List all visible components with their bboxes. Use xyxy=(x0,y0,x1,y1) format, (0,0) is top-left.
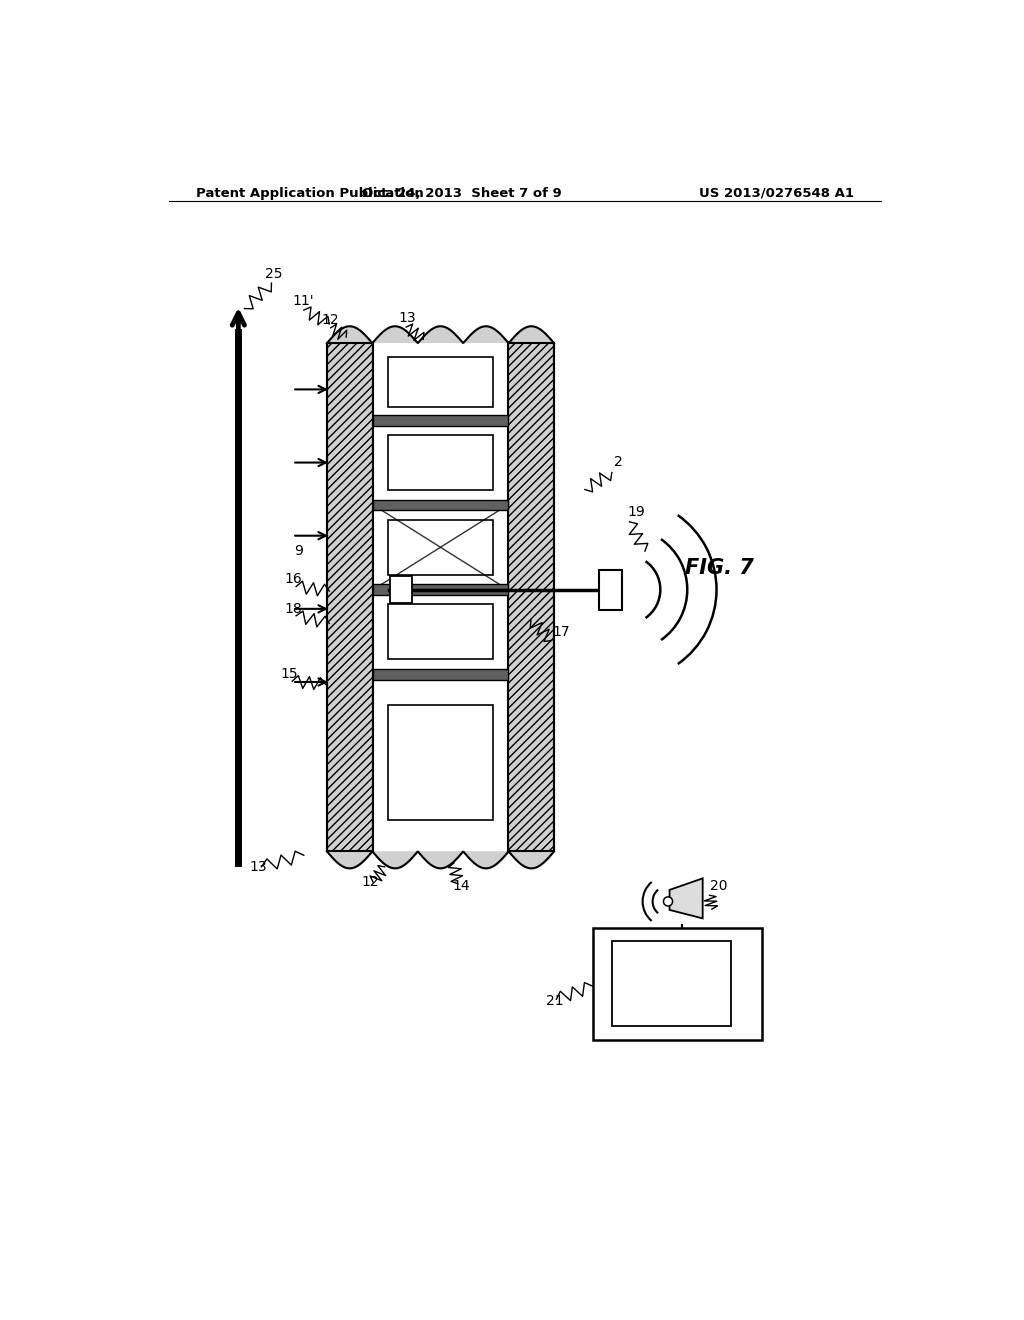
Text: Oct. 24, 2013  Sheet 7 of 9: Oct. 24, 2013 Sheet 7 of 9 xyxy=(361,187,561,199)
Bar xyxy=(390,576,412,603)
Text: 12: 12 xyxy=(361,875,379,890)
Text: Patent Application Publication: Patent Application Publication xyxy=(196,187,424,199)
Polygon shape xyxy=(670,878,702,919)
Text: 13: 13 xyxy=(250,859,267,874)
Bar xyxy=(373,343,508,851)
Bar xyxy=(599,570,622,610)
Text: US 2013/0276548 A1: US 2013/0276548 A1 xyxy=(699,187,854,199)
Text: 15: 15 xyxy=(281,667,298,681)
Bar xyxy=(373,585,508,595)
Text: 17: 17 xyxy=(553,624,570,639)
Text: 16: 16 xyxy=(285,573,302,586)
Bar xyxy=(388,605,493,660)
Bar xyxy=(327,343,373,851)
Bar xyxy=(388,705,493,821)
Text: 25: 25 xyxy=(265,267,283,281)
Text: 19: 19 xyxy=(628,506,645,520)
Bar xyxy=(388,356,493,407)
Circle shape xyxy=(664,896,673,906)
Text: FIG. 7: FIG. 7 xyxy=(685,558,754,578)
Text: 21: 21 xyxy=(547,994,564,1008)
Text: 11': 11' xyxy=(292,294,314,308)
Text: 12: 12 xyxy=(322,313,339,327)
Circle shape xyxy=(665,899,671,904)
Text: 9: 9 xyxy=(295,544,303,558)
Bar xyxy=(388,436,493,490)
Text: 13: 13 xyxy=(398,310,416,325)
Text: 14: 14 xyxy=(453,879,470,892)
Bar xyxy=(373,499,508,511)
Bar xyxy=(373,414,508,425)
Bar xyxy=(388,520,493,574)
Bar xyxy=(593,928,762,1040)
Text: 18: 18 xyxy=(285,602,302,615)
Bar xyxy=(611,941,731,1026)
Text: 20: 20 xyxy=(710,879,727,892)
Bar xyxy=(508,343,554,851)
Bar xyxy=(373,669,508,680)
Text: 2: 2 xyxy=(614,455,623,470)
